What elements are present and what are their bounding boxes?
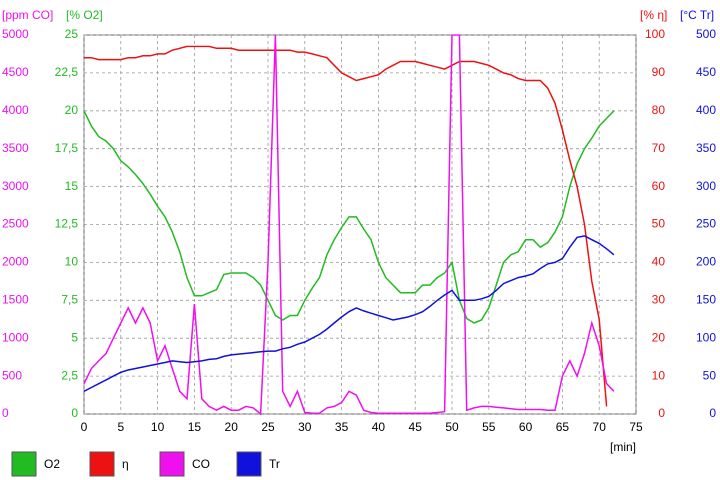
x-tick-label: 60 (519, 420, 533, 434)
y-tick-label: 25 (65, 27, 79, 41)
y-tick-label: 350 (696, 141, 716, 155)
y-tick-label: 10 (652, 368, 666, 382)
x-axis-label: [min] (610, 440, 636, 454)
y-tick-label: 2,5 (61, 368, 78, 382)
y-tick-label: 0 (709, 406, 716, 420)
axis-label: [% O2] (66, 8, 103, 22)
x-tick-label: 70 (593, 420, 607, 434)
x-tick-label: 75 (629, 420, 643, 434)
y-tick-label: 80 (652, 103, 666, 117)
legend-label: Tr (269, 457, 280, 471)
x-tick-label: 35 (335, 420, 349, 434)
y-tick-label: 40 (652, 255, 666, 269)
x-tick-label: 65 (556, 420, 570, 434)
legend-label: CO (192, 457, 210, 471)
axis-label: [°C Tr] (680, 8, 714, 22)
y-tick-label: 10 (65, 255, 79, 269)
legend-label: O2 (44, 457, 60, 471)
y-tick-label: 22,5 (55, 65, 79, 79)
y-tick-label: 100 (645, 27, 665, 41)
y-tick-label: 4000 (2, 103, 29, 117)
x-tick-label: 10 (151, 420, 165, 434)
y-tick-label: 500 (2, 368, 22, 382)
y-tick-label: 5000 (2, 27, 29, 41)
y-tick-label: 200 (696, 255, 716, 269)
y-tick-label: 20 (65, 103, 79, 117)
y-tick-label: 50 (703, 368, 717, 382)
y-tick-label: 7,5 (61, 292, 78, 306)
y-tick-label: 150 (696, 292, 716, 306)
y-tick-label: 70 (652, 141, 666, 155)
axis-label: [% η] (640, 8, 667, 22)
y-tick-label: 250 (696, 217, 716, 231)
y-tick-label: 3000 (2, 179, 29, 193)
axis-label: [ppm CO] (2, 8, 53, 22)
y-tick-label: 17,5 (55, 141, 79, 155)
y-tick-label: 400 (696, 103, 716, 117)
series-line (84, 236, 614, 391)
x-tick-label: 40 (372, 420, 386, 434)
y-tick-label: 100 (696, 330, 716, 344)
x-tick-label: 30 (298, 420, 312, 434)
legend-swatch (236, 451, 262, 477)
legend-swatch (11, 451, 37, 477)
legend-label: η (122, 457, 129, 471)
y-tick-label: 1500 (2, 292, 29, 306)
y-tick-label: 0 (2, 406, 9, 420)
y-tick-label: 4500 (2, 65, 29, 79)
y-tick-label: 20 (652, 330, 666, 344)
x-tick-label: 50 (445, 420, 459, 434)
y-tick-label: 3500 (2, 141, 29, 155)
series-line (84, 46, 607, 406)
y-tick-label: 500 (696, 27, 716, 41)
y-tick-label: 15 (65, 179, 79, 193)
y-tick-label: 0 (658, 406, 665, 420)
x-tick-label: 55 (482, 420, 496, 434)
y-tick-label: 0 (71, 406, 78, 420)
x-tick-label: 0 (81, 420, 88, 434)
x-tick-label: 20 (225, 420, 239, 434)
y-tick-label: 12,5 (55, 217, 79, 231)
y-tick-label: 50 (652, 217, 666, 231)
y-tick-label: 1000 (2, 330, 29, 344)
y-tick-label: 60 (652, 179, 666, 193)
x-tick-label: 5 (117, 420, 124, 434)
y-tick-label: 2500 (2, 217, 29, 231)
y-tick-label: 2000 (2, 255, 29, 269)
y-tick-label: 30 (652, 292, 666, 306)
series-line (84, 111, 614, 323)
legend-swatch (89, 451, 115, 477)
x-tick-label: 15 (188, 420, 202, 434)
legend-swatch (159, 451, 185, 477)
y-tick-label: 90 (652, 65, 666, 79)
series-line (84, 35, 614, 414)
y-tick-label: 300 (696, 179, 716, 193)
y-tick-label: 450 (696, 65, 716, 79)
x-tick-label: 25 (261, 420, 275, 434)
y-tick-label: 5 (71, 330, 78, 344)
x-tick-label: 45 (409, 420, 423, 434)
